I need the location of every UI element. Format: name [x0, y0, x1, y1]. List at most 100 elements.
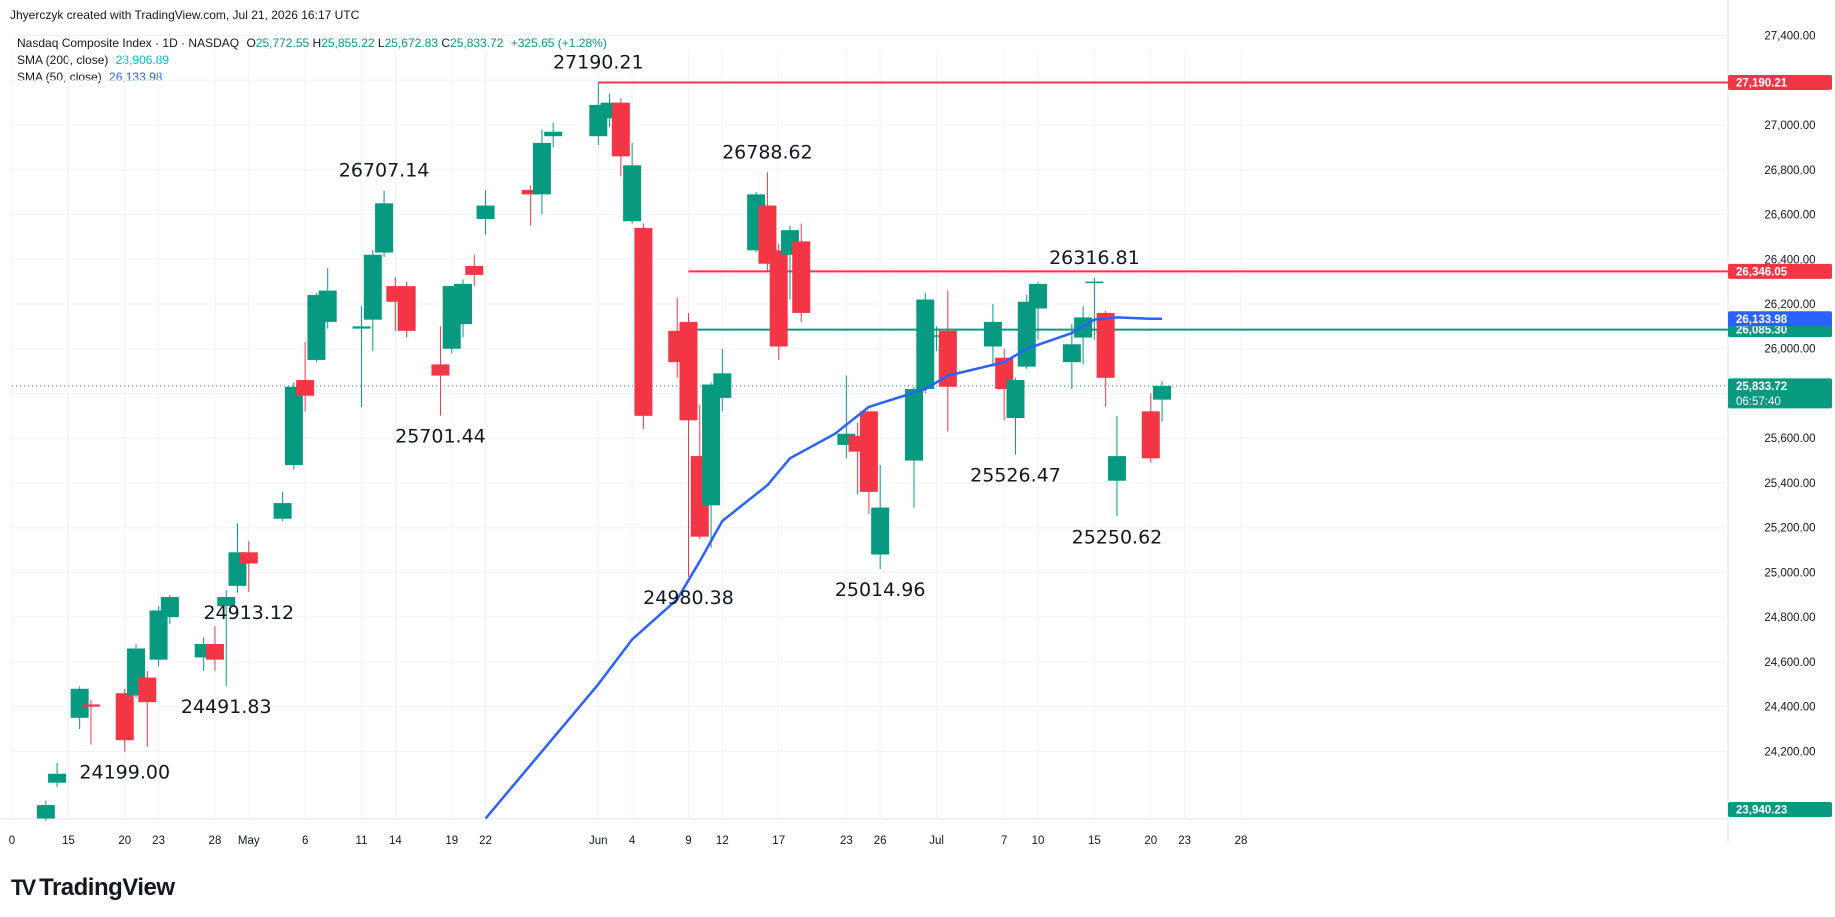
last-price-badge: 25,833.72 06:57:40	[1728, 378, 1832, 409]
candle-up	[36, 805, 55, 819]
candle-down	[138, 677, 157, 703]
price-tick-label: 25,400.00	[1764, 478, 1815, 490]
time-tick-label: 19	[445, 835, 458, 847]
candle-up	[1006, 380, 1025, 419]
candle-down	[611, 102, 630, 157]
sma200-label: SMA (200, close)	[17, 53, 109, 67]
tradingview-logo[interactable]: TV TradingView	[11, 874, 175, 902]
ohlc-legend-row: Nasdaq Composite Index · 1D · NASDAQ O25…	[17, 35, 607, 52]
price-tick-label: 25,000.00	[1764, 567, 1815, 579]
candle-up	[273, 503, 292, 519]
time-tick-label: Jul	[929, 835, 944, 847]
resistance-high-badge-text: 27,190.21	[1736, 77, 1788, 89]
candle-down	[205, 644, 224, 660]
price-annotation: 24913.12	[203, 602, 294, 624]
price-tick-label: 24,800.00	[1764, 612, 1815, 624]
candle-up	[713, 373, 732, 398]
candle-up	[70, 688, 89, 718]
symbol-label: Nasdaq Composite Index · 1D · NASDAQ	[17, 36, 240, 50]
sma50-badge: 26,133.98	[1728, 311, 1832, 327]
change-value: +325.65 (+1.28%)	[510, 36, 607, 50]
sma200-legend-row[interactable]: SMA (200, close) 23,906.89	[17, 52, 607, 69]
price-tick-label: 26,200.00	[1764, 299, 1815, 311]
candle-up	[916, 299, 935, 389]
price-tick-label: 26,600.00	[1764, 210, 1815, 222]
candle-down	[115, 693, 134, 741]
price-tick-label: 25,200.00	[1764, 523, 1815, 535]
sma200-badge-bg	[1728, 802, 1832, 818]
price-tick-label: 27,000.00	[1764, 120, 1815, 132]
price-annotation: 26788.62	[722, 141, 813, 163]
last-price-badge-text: 25,833.72	[1736, 381, 1787, 393]
open-value: 25,772.55	[255, 36, 310, 50]
candle-up	[160, 597, 179, 618]
candle-down	[938, 330, 957, 387]
price-annotation: 25250.62	[1072, 526, 1163, 548]
candle-down	[758, 205, 777, 264]
time-tick-label: 23	[152, 835, 165, 847]
candle-up	[983, 321, 1002, 347]
candle-down	[296, 380, 315, 396]
candle-up	[217, 597, 236, 606]
candle-up	[1062, 344, 1081, 363]
candle-up	[318, 290, 337, 322]
candle-down	[397, 286, 416, 331]
resistance-mid-badge-bg	[1728, 263, 1832, 279]
time-tick-label: 28	[1235, 835, 1248, 847]
candle-up	[1017, 301, 1036, 367]
resistance-high-badge: 27,190.21	[1728, 74, 1832, 90]
time-tick-label: 26	[874, 835, 887, 847]
support-mid-badge-text: 26,085.30	[1736, 325, 1787, 337]
sma200-value: 23,906.89	[115, 53, 170, 67]
candle-up	[544, 131, 563, 137]
sma200-badge: 23,940.23	[1728, 802, 1832, 818]
candle-up	[48, 773, 67, 783]
time-tick-label: 20	[118, 835, 131, 847]
grid-group	[11, 35, 1728, 818]
price-annotation: 24980.38	[643, 587, 734, 609]
candle-up	[375, 203, 394, 253]
time-tick-label: 15	[1088, 835, 1101, 847]
price-annotation: 24491.83	[181, 696, 272, 718]
time-tick-label: 23	[840, 835, 853, 847]
time-tick-label: Jun	[589, 835, 608, 847]
price-annotation: 25701.44	[395, 426, 486, 448]
price-chart[interactable]: 24,200.00 24,400.00 24,600.00 24,800.00 25,0…	[0, 0, 1835, 860]
candle-up	[352, 326, 371, 329]
price-tick-label: 24,600.00	[1764, 657, 1815, 669]
candle-down	[1096, 312, 1115, 378]
price-annotation: 25526.47	[970, 465, 1061, 487]
low-value: 25,672.83	[384, 36, 438, 50]
resistance-mid-badge-text: 26,346.05	[1736, 266, 1788, 278]
candle-up	[363, 254, 382, 320]
price-tick-label: 26,000.00	[1764, 344, 1815, 356]
price-tick-label: 26,800.00	[1764, 165, 1815, 177]
candle-down	[679, 321, 698, 421]
sma50-line	[484, 316, 1162, 820]
candle-up	[927, 335, 946, 337]
close-label: C	[441, 36, 451, 50]
attribution-text: Jhyerczyk created with TradingView.com, …	[10, 8, 360, 22]
time-tick-label: 4	[629, 835, 636, 847]
candle-down	[239, 552, 258, 564]
tradingview-mark-icon: TV	[11, 875, 36, 900]
high-label: H	[312, 36, 322, 50]
candle-down	[859, 411, 878, 492]
candle-down	[1141, 411, 1160, 459]
last-price-badge-subtext: 06:57:40	[1736, 396, 1781, 408]
time-tick-label: 22	[479, 835, 492, 847]
time-tick-label: 7	[1001, 835, 1007, 847]
candle-up	[871, 507, 890, 555]
close-value: 25,833.72	[450, 36, 504, 50]
price-annotation: 26316.81	[1049, 247, 1140, 269]
sma200-badge-text: 23,940.23	[1736, 805, 1787, 817]
candle-up	[532, 142, 551, 195]
candle-up	[284, 386, 303, 466]
candle-down	[521, 189, 540, 195]
time-tick-label: 15	[62, 835, 75, 847]
sma50-badge-bg	[1728, 311, 1832, 327]
time-tick-label: 17	[772, 835, 785, 847]
candle-down	[431, 364, 450, 376]
price-tick-label: 25,600.00	[1764, 433, 1815, 445]
time-tick-label: 23	[1178, 835, 1191, 847]
